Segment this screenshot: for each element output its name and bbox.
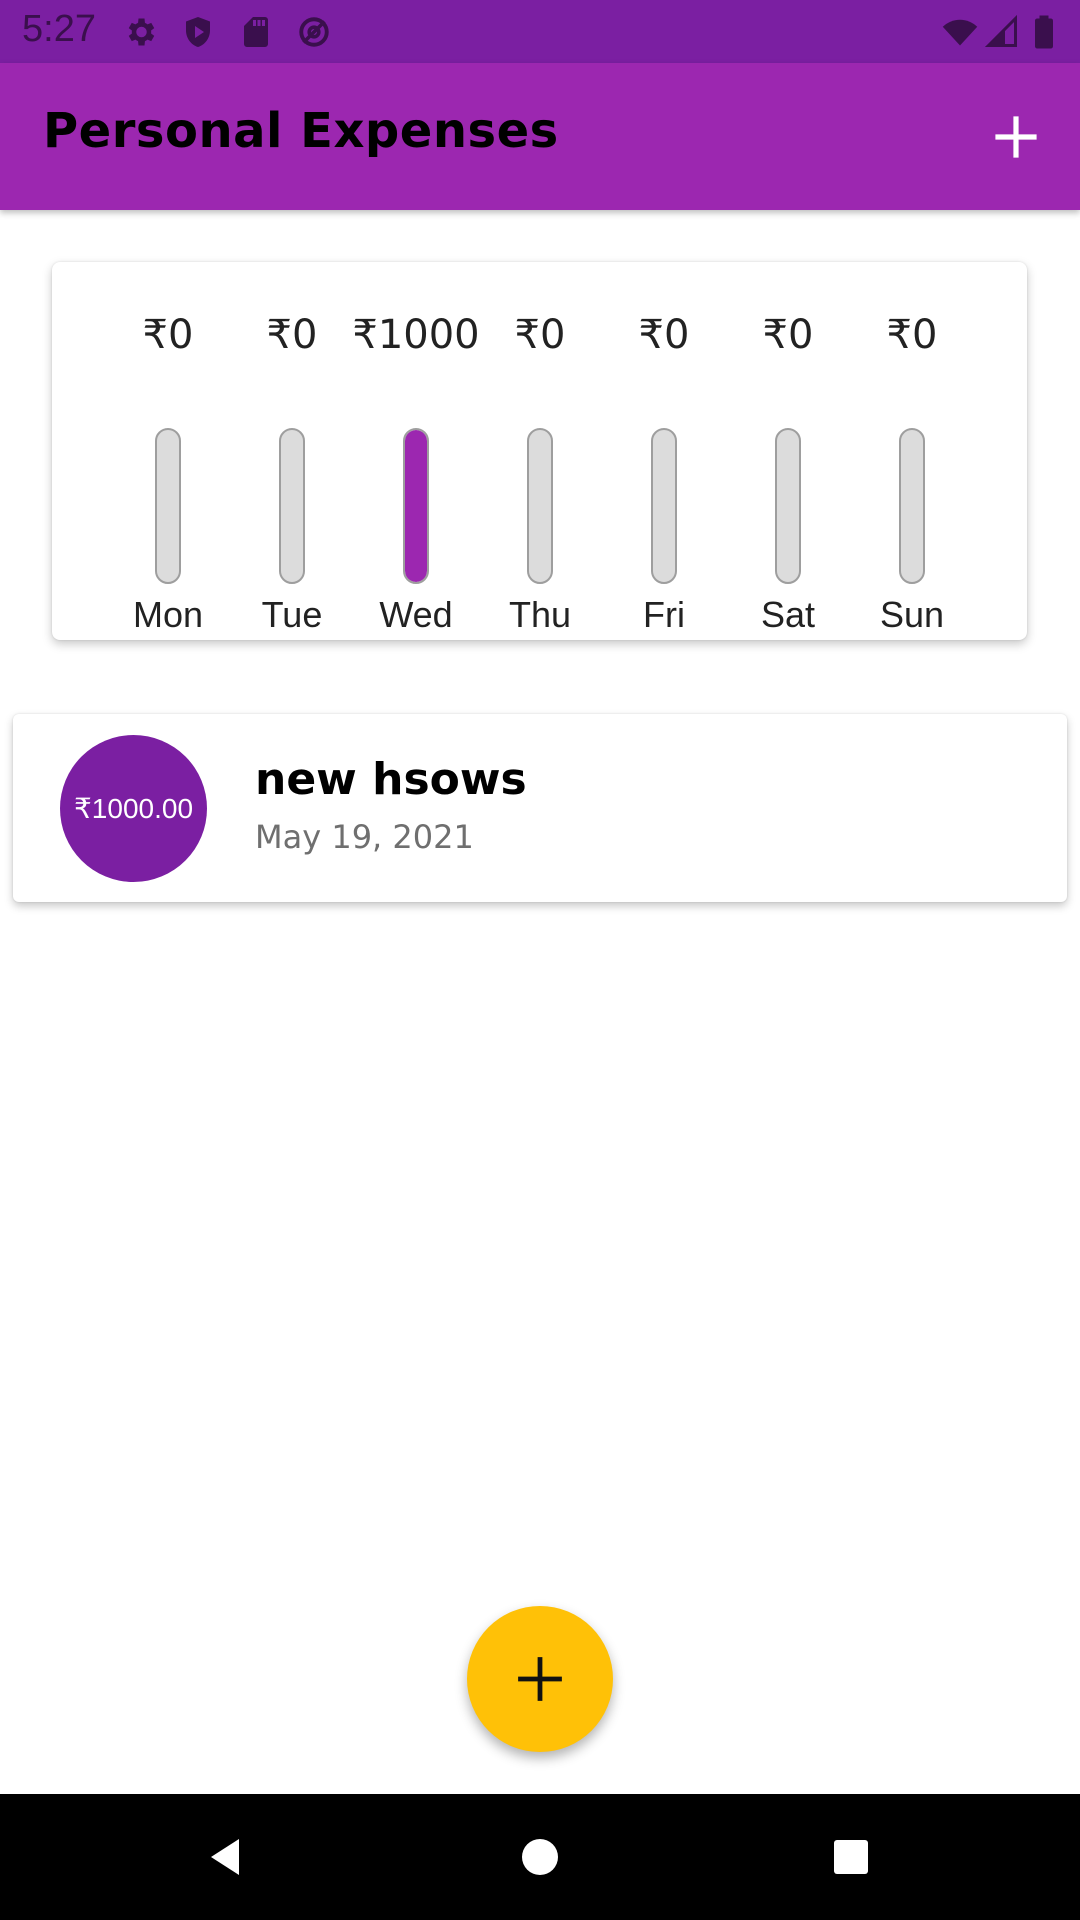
chart-bar-day-label: Fri (643, 594, 685, 635)
chart-bar-track (651, 428, 677, 584)
chart-bar-fri: ₹0 Fri (602, 312, 726, 635)
chart-bar-sun: ₹0 Sun (850, 312, 974, 635)
chart-bar-tue: ₹0 Tue (230, 312, 354, 635)
chart-bar-thu: ₹0 Thu (478, 312, 602, 635)
chart-bar-day-label: Mon (132, 594, 204, 635)
status-bar: 5:27 (0, 0, 1080, 63)
chart-bar-amount: ₹0 (638, 312, 690, 358)
chart-bar-day-label: Thu (508, 594, 572, 635)
gear-icon (122, 14, 158, 50)
chart-bar-amount: ₹1000 (352, 312, 480, 358)
plus-icon (518, 1657, 562, 1701)
chart-bar-track (899, 428, 925, 584)
shield-icon (180, 14, 216, 50)
transaction-amount-avatar: ₹1000.00 (60, 735, 207, 882)
back-icon (211, 1839, 239, 1875)
chart-bar-track (775, 428, 801, 584)
chart-bar-fill (405, 430, 427, 582)
signal-icon (984, 14, 1020, 50)
chart-bar-amount: ₹0 (762, 312, 814, 358)
navigation-bar (0, 1794, 1080, 1920)
chart-bar-wed: ₹1000 Wed (352, 312, 479, 635)
transaction-amount: ₹1000.00 (73, 793, 194, 824)
battery-icon (1030, 14, 1058, 50)
chart-bar-track (155, 428, 181, 584)
chart-bar-track (403, 428, 429, 584)
back-button[interactable] (190, 1822, 260, 1892)
status-time: 5:27 (22, 8, 96, 50)
chart-bar-day-label: Sat (760, 594, 816, 635)
chart-bar-amount: ₹0 (514, 312, 566, 358)
transaction-title: new hsows (255, 754, 527, 805)
chart-bar-track (279, 428, 305, 584)
home-button[interactable] (505, 1822, 575, 1892)
chart-bar-amount: ₹0 (886, 312, 938, 358)
home-icon (522, 1839, 558, 1875)
chart-bar-day-label: Sun (879, 594, 945, 635)
chart-bar-day-label: Wed (379, 594, 453, 635)
at-sign-icon (296, 14, 332, 50)
chart-bar-amount: ₹0 (142, 312, 194, 358)
app-bar: Personal Expenses (0, 63, 1080, 210)
weekly-chart-card: ₹0 Mon ₹0 Tue ₹1000 Wed ₹0 Thu ₹0 Fri ₹0 Sat ₹0 Sun (52, 262, 1027, 640)
recents-icon (834, 1840, 868, 1874)
plus-icon (995, 116, 1037, 158)
wifi-icon (942, 14, 978, 50)
chart-bar-day-label: Tue (261, 594, 323, 635)
chart-bar-track (527, 428, 553, 584)
app-title: Personal Expenses (43, 103, 559, 159)
sd-card-icon (238, 14, 274, 50)
recents-button[interactable] (816, 1822, 886, 1892)
add-transaction-button[interactable] (982, 103, 1050, 171)
chart-bar-amount: ₹0 (266, 312, 318, 358)
transaction-card: ₹1000.00 new hsows May 19, 2021 (13, 714, 1067, 902)
chart-bar-mon: ₹0 Mon (106, 312, 230, 635)
chart-bar-sat: ₹0 Sat (726, 312, 850, 635)
add-transaction-fab[interactable] (467, 1606, 613, 1752)
transaction-date: May 19, 2021 (255, 818, 474, 856)
